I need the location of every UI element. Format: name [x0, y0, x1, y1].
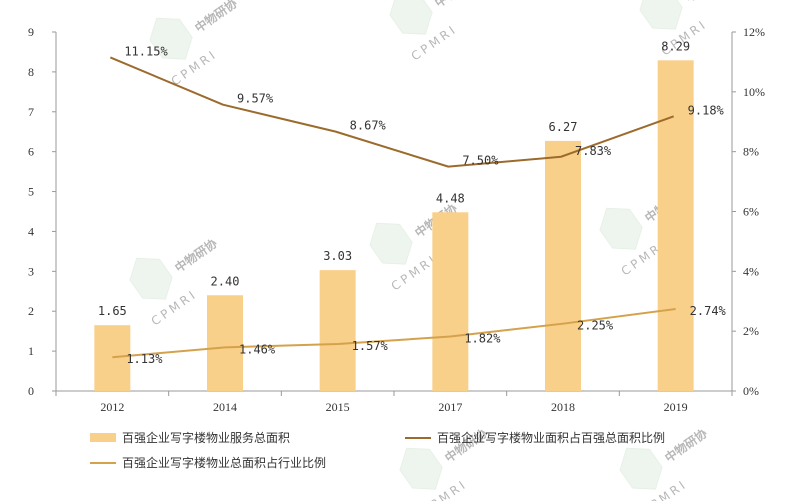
line-value-label: 9.18% — [688, 103, 725, 117]
left-tick-label: 7 — [28, 105, 34, 119]
watermark-cube-icon — [369, 222, 413, 265]
line-series — [109, 56, 676, 359]
watermark-cube-icon — [399, 447, 443, 490]
x-tick-label: 2018 — [551, 400, 575, 414]
x-tick-label: 2019 — [664, 400, 688, 414]
line-value-label: 7.50% — [462, 154, 499, 168]
bar-value-label: 3.03 — [323, 249, 352, 263]
watermark-text: 中物研协 — [432, 0, 480, 10]
right-tick-label: 2% — [743, 324, 759, 338]
watermark-text: 中物研协 — [682, 0, 730, 5]
data-labels: 1.65 2.40 3.03 4.48 6.27 8.29 11.15% 9.57% 8.67%… — [98, 39, 727, 366]
watermark-cube-icon — [619, 447, 663, 490]
right-tick-label: 0% — [743, 384, 759, 398]
watermark-cube-icon — [129, 257, 173, 300]
x-tick-label: 2012 — [100, 400, 124, 414]
bar-value-label: 1.65 — [98, 304, 127, 318]
watermark-cube-icon — [639, 0, 683, 30]
bar — [94, 325, 131, 391]
legend-label: 百强企业写字楼物业总面积占行业比例 — [122, 455, 326, 470]
share-of-top100-line — [109, 56, 675, 168]
line-value-label: 11.15% — [124, 44, 168, 58]
line-value-label: 2.74% — [690, 304, 727, 318]
watermark-text: 中物研协 — [192, 0, 240, 35]
watermark-layer: CPMRI中物研协CPMRI中物研协CPMRI中物研协CPMRI中物研协CPMR… — [129, 0, 730, 501]
left-tick-label: 0 — [28, 384, 34, 398]
right-tick-label: 8% — [743, 145, 759, 159]
line-value-label: 2.25% — [577, 319, 614, 333]
line-value-label: 9.57% — [237, 92, 274, 106]
bar — [432, 212, 469, 391]
legend-swatch-bar — [90, 433, 116, 442]
left-tick-label: 5 — [28, 185, 34, 199]
bar — [545, 140, 581, 391]
left-tick-label: 4 — [28, 224, 34, 238]
bar — [657, 60, 694, 392]
watermark-cube-icon — [599, 207, 643, 250]
bar-value-label: 4.48 — [436, 191, 465, 205]
bar-value-label: 2.40 — [211, 274, 240, 288]
right-tick-label: 10% — [743, 85, 765, 99]
watermark-cube-icon — [149, 17, 193, 60]
bar — [319, 270, 356, 391]
left-tick-label: 9 — [28, 25, 34, 39]
x-tick-label: 2014 — [213, 400, 237, 414]
left-tick-label: 8 — [28, 65, 34, 79]
right-tick-label: 4% — [743, 264, 759, 278]
left-tick-label: 6 — [28, 145, 34, 159]
watermark-text: 中物研协 — [662, 425, 710, 465]
legend-label: 百强企业写字楼物业服务总面积 — [122, 430, 290, 445]
legend-label: 百强企业写字楼物业面积占百强总面积比例 — [437, 430, 665, 445]
bar-value-label: 6.27 — [549, 120, 578, 134]
watermark-cube-icon — [389, 0, 433, 35]
right-tick-label: 12% — [743, 25, 765, 39]
legend: 百强企业写字楼物业服务总面积 百强企业写字楼物业面积占百强总面积比例百强企业写字楼… — [90, 430, 665, 470]
share-of-industry-line — [112, 308, 676, 359]
line-value-label: 1.13% — [126, 352, 163, 366]
bar — [207, 295, 243, 391]
line-value-label: 1.46% — [239, 342, 276, 356]
left-tick-label: 2 — [28, 304, 34, 318]
axes: 0 1 2 3 4 5 6 7 8 9 0% 2% 4% 6% 8% 10% 12% 2012 2014 2015 20… — [28, 25, 765, 414]
line-value-label: 8.67% — [350, 119, 387, 133]
x-tick-label: 2017 — [438, 400, 462, 414]
left-tick-label: 1 — [28, 344, 34, 358]
x-tick-label: 2015 — [326, 400, 350, 414]
watermark-text: 中物研协 — [172, 235, 220, 275]
line-value-label: 1.82% — [464, 332, 501, 346]
line-value-label: 7.83% — [575, 144, 612, 158]
bar-series — [94, 60, 694, 392]
left-tick-label: 3 — [28, 264, 34, 278]
right-tick-label: 6% — [743, 205, 759, 219]
line-value-label: 1.57% — [352, 339, 389, 353]
bar-value-label: 8.29 — [661, 39, 690, 53]
